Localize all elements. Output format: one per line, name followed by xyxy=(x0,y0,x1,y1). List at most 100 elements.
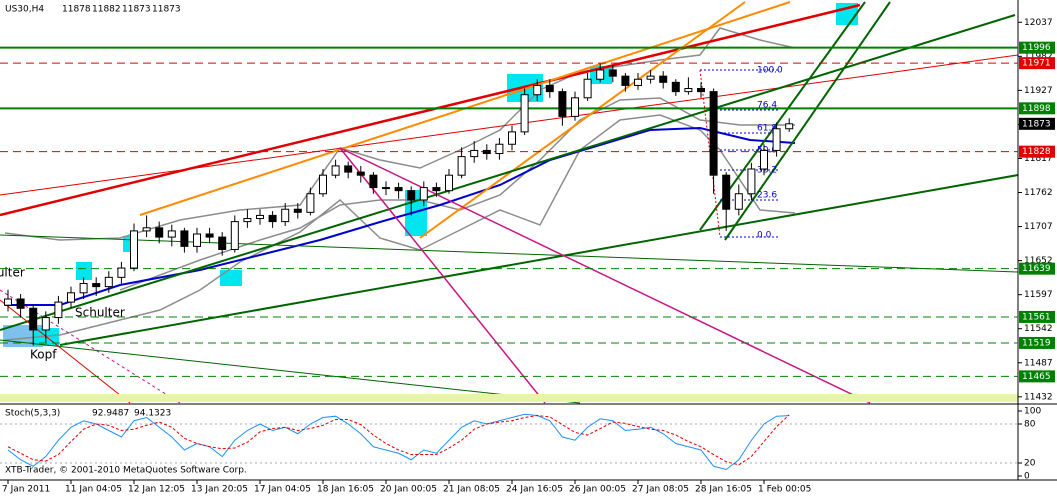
level-label: 11465 xyxy=(1022,372,1051,382)
candle-body xyxy=(684,88,693,93)
x-tick-label: 24 Jan 16:05 xyxy=(506,485,563,495)
y-tick-label: 11817 xyxy=(1024,154,1053,164)
candle-body xyxy=(520,94,529,133)
fib-label: 61.8 xyxy=(757,124,777,134)
level-tag xyxy=(1019,145,1055,158)
candle-body xyxy=(218,236,227,250)
candle-body xyxy=(54,301,63,319)
level-label: 11971 xyxy=(1022,59,1051,69)
x-tick-label: 1 Feb 00:05 xyxy=(758,485,811,495)
candle-body xyxy=(760,149,768,170)
candle-body xyxy=(67,292,75,303)
annotation: Schulter xyxy=(0,266,25,280)
level-tag xyxy=(1019,41,1055,54)
candle-body xyxy=(281,208,290,223)
price-tag xyxy=(1019,117,1055,130)
candle-body xyxy=(230,221,239,250)
stoch-line xyxy=(7,413,790,471)
x-tick-label: 26 Jan 00:05 xyxy=(569,485,626,495)
x-tick-label: 13 Jan 20:05 xyxy=(191,485,248,495)
candle-body xyxy=(785,123,794,130)
y-tick-label: 12037 xyxy=(1024,18,1053,28)
fib-label: 38.2 xyxy=(757,166,777,176)
level-label: 11898 xyxy=(1022,104,1051,114)
candle-body xyxy=(205,233,214,238)
x-tick-label: 7 Jan 2011 xyxy=(2,485,50,495)
candle-body xyxy=(29,307,38,331)
level-label: 11996 xyxy=(1022,43,1051,53)
stoch-tick-label: 20 xyxy=(1024,459,1036,469)
level-tag xyxy=(1019,370,1055,383)
candle-body xyxy=(193,233,201,247)
candle-body xyxy=(356,171,365,176)
candle-body xyxy=(608,69,617,77)
level-label: 11519 xyxy=(1022,338,1051,348)
candle-body xyxy=(369,174,378,189)
candle-body xyxy=(772,128,781,151)
fib-label: 23.6 xyxy=(757,191,777,201)
candle-body xyxy=(470,149,479,158)
candle-body xyxy=(734,193,743,210)
candle-body xyxy=(558,91,567,117)
indicator-value: 94.1323 xyxy=(134,409,171,419)
level-label: 11561 xyxy=(1022,312,1051,322)
candle-body xyxy=(256,214,264,220)
candle-body xyxy=(16,298,25,309)
level-label: 11828 xyxy=(1022,147,1051,157)
x-tick-label: 12 Jan 12:05 xyxy=(128,485,185,495)
x-tick-label: 27 Jan 08:05 xyxy=(632,485,689,495)
candle-body xyxy=(306,193,315,213)
candle-body xyxy=(407,190,416,201)
candle-body xyxy=(142,227,151,232)
indicator-value: 92.9487 xyxy=(92,409,129,419)
candle-body xyxy=(394,187,403,192)
candle-body xyxy=(571,97,579,117)
level-tag xyxy=(1019,336,1055,349)
x-tick-label: 20 Jan 00:05 xyxy=(380,485,437,495)
candle-body xyxy=(508,131,516,145)
price-label: 11873 xyxy=(1022,119,1051,129)
x-tick-label: 17 Jan 04:05 xyxy=(254,485,311,495)
candle-body xyxy=(445,174,453,192)
y-tick-label: 11652 xyxy=(1024,256,1053,266)
candle-body xyxy=(596,69,605,80)
candle-body xyxy=(621,75,630,86)
candle-body xyxy=(747,168,756,195)
y-tick-label: 11762 xyxy=(1024,188,1053,198)
candle-body xyxy=(155,227,164,238)
stoch-tick-label: 100 xyxy=(1024,407,1041,417)
stoch-tick-label: 80 xyxy=(1024,420,1036,430)
candle-body xyxy=(104,276,113,288)
candle-body xyxy=(382,187,390,190)
candle-body xyxy=(268,214,277,223)
y-tick-label: 11982 xyxy=(1024,52,1053,62)
candle-body xyxy=(167,230,176,238)
candle-body xyxy=(646,75,655,80)
candle-body xyxy=(634,78,642,86)
candle-body xyxy=(92,283,101,288)
candle-body xyxy=(419,187,428,201)
candle-body xyxy=(697,88,705,93)
y-tick-label: 11707 xyxy=(1024,222,1053,232)
candle-body xyxy=(495,143,504,155)
header-value: 11873 xyxy=(152,5,181,15)
candle-body xyxy=(457,156,466,176)
stoch-line xyxy=(7,414,790,466)
candle-body xyxy=(671,81,680,93)
annotation: Kopf xyxy=(30,348,57,362)
candle-body xyxy=(117,267,126,278)
fib-label: 0.0 xyxy=(757,231,772,241)
copyright: XTB-Trader, © 2001-2010 MetaQuotes Softw… xyxy=(5,466,247,476)
y-tick-label: 11927 xyxy=(1024,86,1053,96)
level-tag xyxy=(1019,57,1055,70)
candle-body xyxy=(293,208,302,213)
x-tick-label: 11 Jan 04:05 xyxy=(65,485,122,495)
candle-body xyxy=(545,84,554,93)
candle-body xyxy=(722,174,731,210)
candle-body xyxy=(583,78,592,99)
header-value: 11878 xyxy=(62,5,91,15)
y-tick-label: 11487 xyxy=(1024,358,1053,368)
y-tick-label: 11542 xyxy=(1024,324,1053,334)
candle-body xyxy=(319,174,327,195)
